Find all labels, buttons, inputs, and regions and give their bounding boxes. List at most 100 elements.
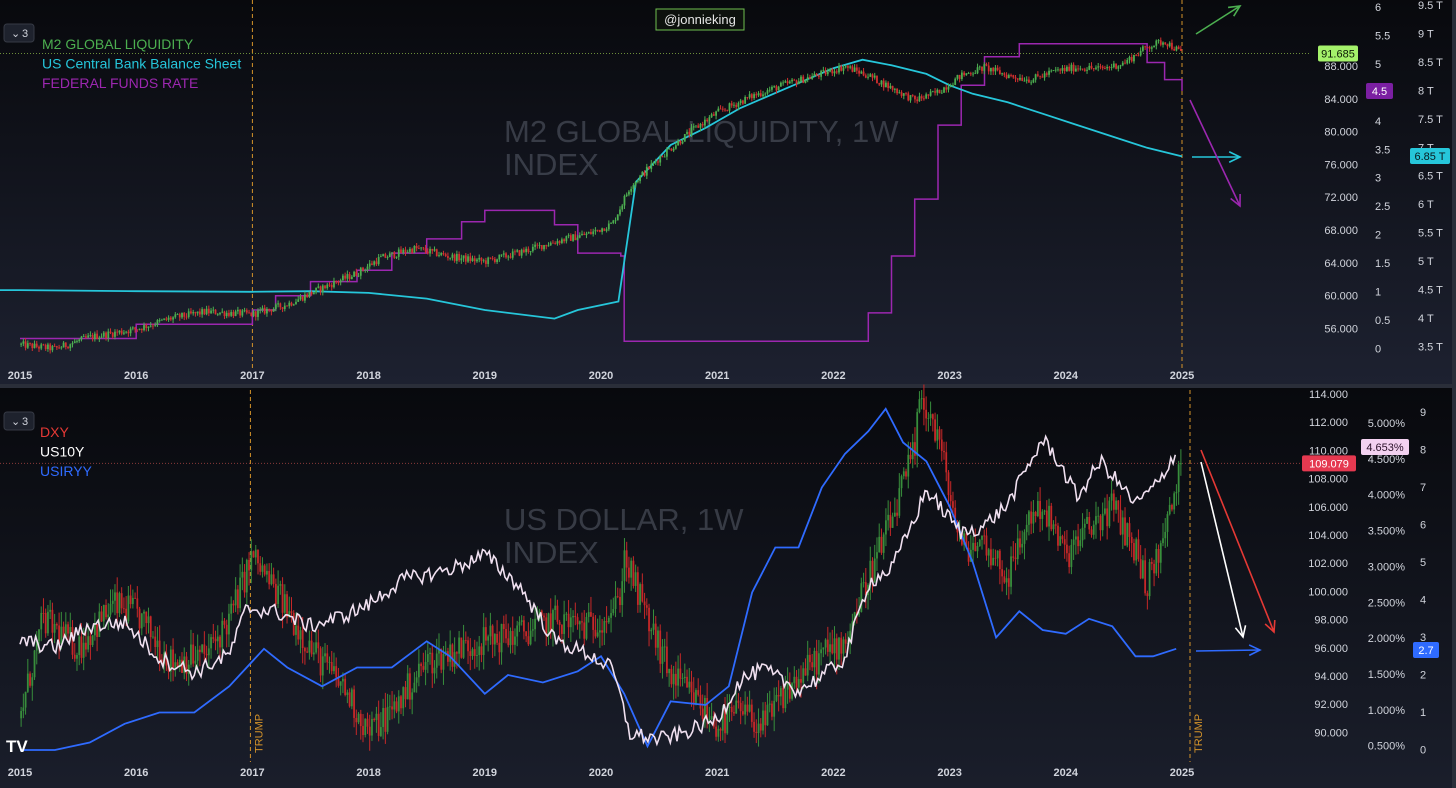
candle-body [40,344,43,349]
candle-body [956,74,959,79]
candle-body [1070,544,1073,568]
candle-body [509,630,512,646]
candle-body [1157,549,1160,563]
candle-body [183,312,186,317]
candle-body [154,636,157,647]
candle-body [567,235,570,237]
candle-body [413,682,416,693]
candle-body [1068,66,1071,71]
candle-body [1032,79,1035,83]
candle-body [1130,536,1133,544]
candle-body [782,82,785,84]
candle-body [476,259,478,262]
candle-body [572,234,574,241]
candle-body [1010,556,1012,587]
candle-body [998,70,1001,75]
candle-body [947,86,950,90]
candle-body [1141,46,1144,51]
top-pane-button-bg[interactable] [3,23,35,43]
candle-body [516,625,519,637]
top-pane-button[interactable]: ⌄ 3 [3,23,35,43]
candle-body [822,647,825,650]
candle-body [353,689,355,718]
candle-body [1032,512,1035,524]
candle-body [721,108,724,110]
candle-body [505,253,507,258]
candle-body [328,661,331,663]
bottom-legend: DXY US10Y USIRYY [40,424,93,479]
candle-body [960,72,963,79]
candle-body [759,93,762,97]
candle-body [907,93,910,101]
candle-body [324,653,326,657]
candle-body [1108,500,1111,527]
axis-m2-tick: 84.000 [1324,94,1358,106]
candle-body [111,600,114,604]
candle-body [739,100,742,103]
candle-body [621,205,624,210]
bottom-pane-chevron-icon[interactable]: ⌄ [11,416,20,428]
axis-dxy-tick: 106.000 [1308,502,1348,514]
candle-body [612,609,615,614]
bottom-pane-button[interactable]: ⌄ 3 [3,411,35,431]
candle-body [100,336,103,338]
bottom-pane-button-bg[interactable] [3,411,35,431]
candle-body [152,636,154,638]
candle-body [987,549,990,556]
candle-body [64,342,67,348]
candle-body [945,87,948,90]
candle-body [357,275,360,277]
candle-body [721,708,724,731]
candle-body [1146,46,1149,48]
candle-body [630,560,633,578]
candle-body [824,639,827,648]
badge-m2-text: 91.685 [1321,48,1355,60]
candle-body [605,621,608,623]
candle-body [757,93,760,96]
candle-body [511,630,514,645]
candle-body [641,584,644,602]
candle-body [873,558,876,583]
axis-cpi-tick: 9 [1420,407,1426,419]
top-x-tick: 2018 [356,370,380,382]
top-x-tick: 2022 [821,370,845,382]
candle-body [909,95,912,101]
candle-body [496,259,498,262]
candle-body [67,347,69,349]
candle-body [375,261,378,265]
top-watermark-line2: INDEX [504,147,599,182]
candle-body [800,76,802,82]
candle-body [746,704,749,712]
candle-body [93,333,96,340]
axis-ffr-tick: 0.5 [1375,315,1390,327]
candle-body [614,596,617,610]
candle-body [20,343,23,345]
badge-bs-text: 6.85 T [1415,151,1446,163]
candle-body [710,716,713,720]
axis-ffr-tick: 1 [1375,287,1381,299]
candle-body [297,625,300,640]
candle-body [766,90,769,94]
candle-body [601,630,604,633]
candle-body [1077,68,1079,70]
candle-body [203,309,206,315]
candle-body [1128,57,1131,60]
candle-body [458,637,461,654]
candle-body [1077,536,1079,547]
axis-bs-tick: 8 T [1418,85,1434,97]
candle-body [520,620,523,622]
candle-body [140,613,143,629]
candle-body [80,336,83,340]
candle-body [601,228,604,232]
candle-body [552,242,554,244]
candle-body [893,88,896,90]
candle-body [943,87,945,93]
top-pane-index[interactable]: 3 [22,28,28,40]
candle-body [594,629,597,637]
bottom-pane-index[interactable]: 3 [22,416,28,428]
top-pane-chevron-icon[interactable]: ⌄ [11,28,20,40]
candle-body [545,245,548,247]
candle-body [1063,67,1066,72]
candle-body [1030,82,1033,84]
